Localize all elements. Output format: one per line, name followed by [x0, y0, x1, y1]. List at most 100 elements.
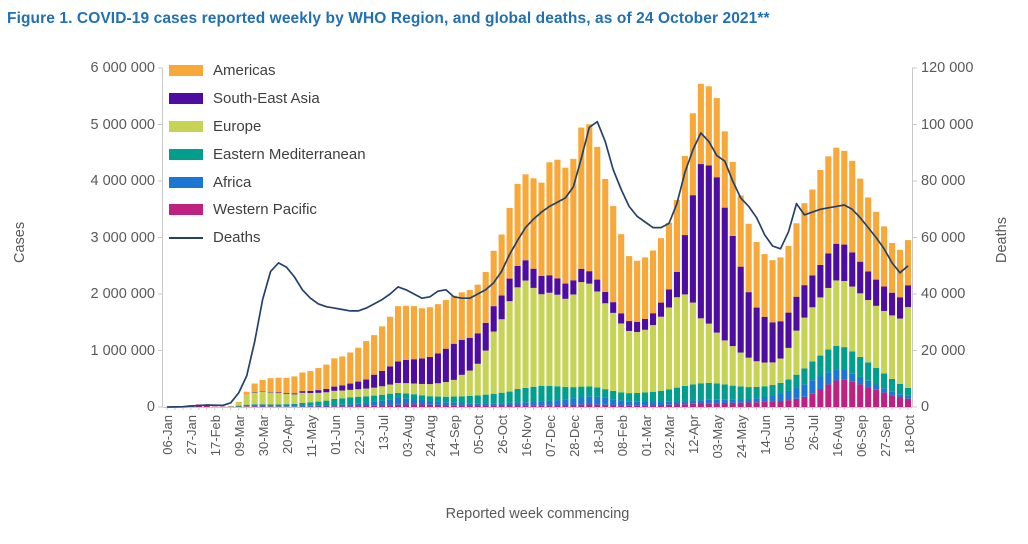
- bar-segment-africa: [889, 391, 896, 396]
- bar-segment-europe: [753, 361, 760, 387]
- bar-segment-eastern-mediterranean: [753, 386, 760, 399]
- bar-segment-south-east-asia: [729, 235, 736, 347]
- bar-segment-eastern-mediterranean: [649, 391, 657, 403]
- bar-segment-africa: [283, 406, 290, 407]
- bar-segment-western-pacific: [482, 405, 489, 407]
- bar-segment-europe: [897, 318, 904, 384]
- bar-segment-western-pacific: [817, 389, 824, 407]
- bar-segment-south-east-asia: [594, 279, 601, 292]
- bar-segment-western-pacific: [546, 405, 553, 407]
- bar-segment-south-east-asia: [363, 379, 370, 389]
- bar-segment-western-pacific: [610, 404, 617, 407]
- bar-segment-americas: [267, 378, 274, 392]
- bar-segment-europe: [243, 395, 250, 405]
- bar-segment-eastern-mediterranean: [881, 373, 888, 389]
- bar-segment-eastern-mediterranean: [426, 396, 433, 402]
- bar-segment-south-east-asia: [546, 275, 553, 293]
- bar-segment-eastern-mediterranean: [825, 349, 832, 373]
- bar-segment-americas: [307, 371, 314, 391]
- bar-segment-eastern-mediterranean: [761, 386, 768, 397]
- bar-segment-europe: [649, 325, 657, 392]
- bar-segment-americas: [570, 158, 577, 281]
- bar-segment-africa: [817, 376, 824, 390]
- bar-segment-western-pacific: [506, 405, 513, 407]
- bar-segment-europe: [737, 352, 744, 387]
- bar-segment-eastern-mediterranean: [498, 392, 505, 404]
- bar-segment-americas: [331, 358, 338, 387]
- bar-segment-americas: [697, 83, 704, 165]
- bar-segment-europe: [267, 392, 274, 405]
- bar-segment-eastern-mediterranean: [833, 345, 840, 370]
- bar-segment-americas: [681, 155, 688, 236]
- bar-segment-africa: [833, 369, 840, 381]
- bar-segment-western-pacific: [721, 402, 728, 407]
- bar-segment-africa: [769, 395, 776, 402]
- bar-segment-eastern-mediterranean: [634, 392, 641, 402]
- legend-label-south-east-asia: South-East Asia: [213, 90, 320, 108]
- legend-item-americas: Americas: [169, 57, 366, 85]
- bar-segment-americas: [371, 335, 378, 375]
- bar-segment-south-east-asia: [809, 275, 816, 308]
- bar-segment-south-east-asia: [307, 390, 314, 393]
- bar-segment-europe: [705, 323, 712, 383]
- bar-segment-americas: [482, 272, 489, 323]
- bar-segment-eastern-mediterranean: [657, 390, 665, 403]
- bar-segment-western-pacific: [418, 404, 426, 407]
- bar-segment-africa: [618, 400, 625, 406]
- bar-segment-eastern-mediterranean: [259, 404, 266, 406]
- bar-segment-south-east-asia: [721, 207, 728, 341]
- bar-segment-europe: [602, 303, 609, 390]
- bar-segment-europe: [881, 310, 888, 374]
- bar-segment-americas: [634, 260, 641, 322]
- bar-segment-south-east-asia: [570, 280, 577, 295]
- bar-segment-eastern-mediterranean: [865, 362, 872, 381]
- bar-segment-europe: [777, 358, 784, 383]
- bar-segment-eastern-mediterranean: [355, 396, 362, 404]
- bar-segment-south-east-asia: [410, 359, 418, 384]
- bar-segment-eastern-mediterranean: [777, 382, 784, 394]
- bar-segment-western-pacific: [649, 405, 657, 407]
- bar-segment-americas: [673, 200, 680, 272]
- bar-segment-africa: [777, 393, 784, 402]
- bar-segment-africa: [657, 402, 665, 405]
- bar-segment-western-pacific: [689, 403, 696, 407]
- bar-segment-south-east-asia: [825, 253, 832, 288]
- bar-segment-europe: [689, 302, 696, 385]
- bar-segment-africa: [323, 405, 330, 407]
- bar-segment-europe: [347, 389, 354, 398]
- bar-segment-europe: [235, 402, 242, 406]
- bar-segment-eastern-mediterranean: [418, 395, 426, 400]
- bar-segment-eastern-mediterranean: [729, 385, 736, 400]
- bar-segment-south-east-asia: [665, 289, 673, 308]
- bar-segment-americas: [665, 222, 673, 290]
- bar-segment-western-pacific: [331, 406, 338, 407]
- bar-segment-western-pacific: [323, 406, 330, 407]
- bar-segment-south-east-asia: [347, 383, 354, 390]
- bar-segment-americas: [729, 161, 736, 236]
- bar-segment-eastern-mediterranean: [538, 385, 545, 402]
- bar-segment-south-east-asia: [395, 361, 402, 383]
- bar-segment-africa: [642, 401, 649, 406]
- bar-segment-south-east-asia: [881, 286, 888, 311]
- bar-segment-south-east-asia: [634, 321, 641, 332]
- bar-segment-south-east-asia: [530, 268, 537, 288]
- bar-segment-europe: [251, 392, 258, 405]
- bar-segment-western-pacific: [665, 404, 673, 407]
- bar-segment-europe: [283, 394, 290, 405]
- bar-segment-western-pacific: [410, 404, 418, 407]
- legend-label-eastern-mediterranean: Eastern Mediterranean: [213, 145, 366, 163]
- bar-segment-africa: [395, 397, 402, 405]
- bar-segment-europe: [697, 318, 704, 384]
- bar-segment-americas: [498, 234, 505, 296]
- bar-segment-africa: [410, 399, 418, 405]
- bar-segment-europe: [713, 332, 720, 384]
- bar-segment-eastern-mediterranean: [610, 390, 617, 400]
- bar-segment-eastern-mediterranean: [442, 396, 449, 403]
- bar-segment-south-east-asia: [578, 268, 585, 283]
- bar-segment-western-pacific: [371, 405, 378, 407]
- bar-segment-europe: [554, 294, 561, 387]
- bar-segment-western-pacific: [434, 404, 441, 407]
- bar-segment-south-east-asia: [498, 295, 505, 320]
- bar-segment-europe: [482, 350, 489, 395]
- bar-segment-western-pacific: [865, 387, 872, 407]
